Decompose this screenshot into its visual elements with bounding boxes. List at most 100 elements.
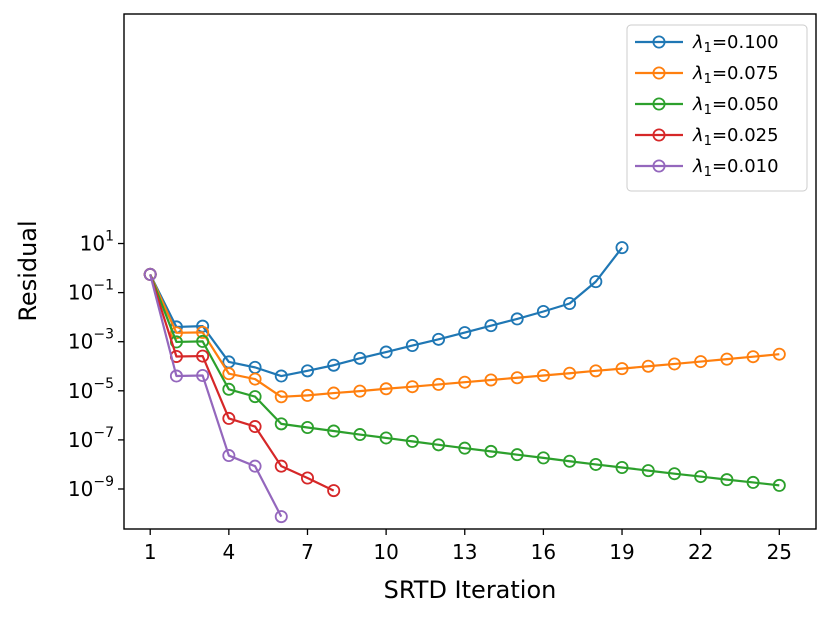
data-point — [746, 475, 760, 489]
data-point — [484, 319, 498, 333]
data-point — [458, 326, 472, 340]
legend-swatch-marker — [652, 97, 666, 111]
data-point — [694, 355, 708, 369]
data-point — [248, 459, 262, 473]
legend-label: λ1=0.100 — [692, 32, 779, 56]
data-point — [405, 380, 419, 394]
data-point — [274, 459, 288, 473]
data-point — [196, 369, 210, 383]
data-point — [405, 339, 419, 353]
data-point — [536, 451, 550, 465]
data-point — [222, 449, 236, 463]
data-point — [772, 347, 786, 361]
data-point — [641, 359, 655, 373]
data-point — [667, 357, 681, 371]
data-point — [615, 461, 629, 475]
x-tick-label: 13 — [452, 540, 477, 564]
data-point — [432, 332, 446, 346]
data-point — [589, 275, 603, 289]
legend-item: λ1=0.100 — [635, 32, 779, 56]
legend-swatch-marker — [652, 128, 666, 142]
data-point — [353, 384, 367, 398]
y-tick-label: 10−9 — [68, 474, 114, 501]
data-point — [196, 325, 210, 339]
data-point — [300, 420, 314, 434]
data-point — [274, 510, 288, 524]
series-line-1 — [149, 246, 623, 378]
x-tick-label: 7 — [301, 540, 314, 564]
data-point — [405, 434, 419, 448]
data-point — [379, 345, 393, 359]
data-point — [510, 371, 524, 385]
legend-label: λ1=0.010 — [692, 156, 779, 180]
data-point — [641, 464, 655, 478]
data-point — [196, 334, 210, 348]
series-line-2 — [149, 273, 780, 398]
legend-swatch-marker — [652, 66, 666, 80]
x-axis-title: SRTD Iteration — [384, 576, 557, 604]
data-point — [484, 373, 498, 387]
data-point — [510, 312, 524, 326]
data-point — [222, 367, 236, 381]
x-tick-label: 25 — [767, 540, 792, 564]
legend-swatch-marker — [652, 159, 666, 173]
data-point — [720, 352, 734, 366]
data-point — [274, 390, 288, 404]
data-point — [615, 362, 629, 376]
data-point — [379, 431, 393, 445]
data-point — [772, 478, 786, 492]
data-point — [746, 350, 760, 364]
legend-item: λ1=0.010 — [635, 156, 779, 180]
data-point — [300, 364, 314, 378]
data-point — [353, 428, 367, 442]
x-tick-label: 22 — [688, 540, 713, 564]
data-point — [694, 470, 708, 484]
series-line-3 — [149, 274, 780, 487]
plot-frame — [123, 13, 817, 530]
data-point — [274, 417, 288, 431]
data-point — [327, 358, 341, 372]
x-tick-label: 16 — [531, 540, 556, 564]
data-point — [536, 369, 550, 383]
data-point — [563, 366, 577, 380]
data-point — [432, 438, 446, 452]
data-point — [484, 444, 498, 458]
data-point — [458, 375, 472, 389]
y-axis-title: Residual — [14, 220, 42, 321]
y-tick-label: 10−5 — [68, 376, 114, 403]
legend-box — [626, 24, 808, 192]
data-point — [510, 448, 524, 462]
data-point — [248, 390, 262, 404]
legend-item: λ1=0.050 — [635, 94, 779, 118]
data-point — [327, 484, 341, 498]
data-point — [248, 372, 262, 386]
x-tick-label: 1 — [144, 540, 157, 564]
x-axis: 1 4 7 10 13 16 19 22 25 — [144, 529, 792, 564]
data-point — [300, 471, 314, 485]
series-line-5 — [149, 274, 283, 518]
x-tick-label: 4 — [222, 540, 235, 564]
x-tick-label: 10 — [373, 540, 398, 564]
data-point — [432, 377, 446, 391]
legend-item: λ1=0.075 — [635, 63, 779, 87]
data-point — [458, 441, 472, 455]
legend-label: λ1=0.025 — [692, 125, 779, 149]
legend-swatch-marker — [652, 35, 666, 49]
data-point — [667, 467, 681, 481]
data-point — [563, 297, 577, 311]
data-point — [169, 369, 183, 383]
data-point — [274, 369, 288, 383]
data-point — [327, 386, 341, 400]
data-point — [169, 326, 183, 340]
data-point — [720, 473, 734, 487]
legend: λ1=0.100 λ1=0.075 λ1=0.050 λ1=0.025 λ1=0.010 — [626, 24, 808, 192]
data-point — [300, 388, 314, 402]
plot-area — [143, 241, 786, 524]
x-tick-label: 19 — [609, 540, 634, 564]
data-point — [143, 267, 157, 281]
legend-label: λ1=0.050 — [692, 94, 779, 118]
data-point — [379, 382, 393, 396]
legend-item: λ1=0.025 — [635, 125, 779, 149]
